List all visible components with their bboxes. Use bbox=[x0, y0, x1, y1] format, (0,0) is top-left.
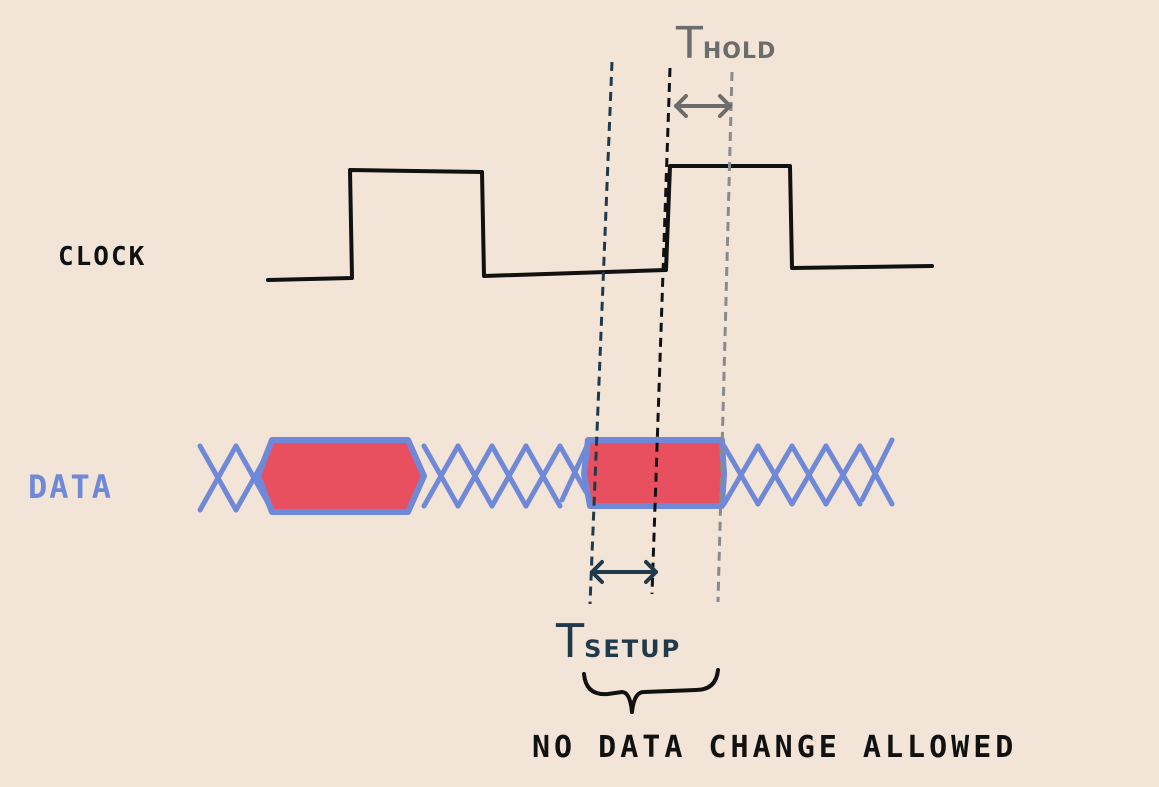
hold-end-guide bbox=[716, 71, 734, 603]
clock-label: CLOCK bbox=[58, 242, 147, 272]
hold-time-symbol: T bbox=[676, 18, 703, 69]
hold-time-subscript: HOLD bbox=[702, 39, 777, 64]
setup-start-guide bbox=[588, 61, 614, 605]
hold-time-label: THOLD bbox=[676, 18, 776, 69]
hold-arrow bbox=[674, 94, 732, 118]
setup-time-label: TSETUP bbox=[556, 614, 681, 668]
no-change-caption: NO DATA CHANGE ALLOWED bbox=[532, 730, 1018, 765]
setup-time-symbol: T bbox=[556, 614, 585, 668]
data-valid-window-1 bbox=[255, 437, 427, 515]
clock-waveform bbox=[266, 164, 934, 282]
data-cross-right bbox=[721, 437, 895, 507]
setup-arrow bbox=[590, 560, 658, 584]
clock-edge-guide bbox=[650, 67, 672, 595]
window-brace bbox=[582, 668, 720, 714]
data-label: DATA bbox=[28, 468, 114, 506]
data-cross-middle bbox=[421, 443, 589, 509]
setup-time-subscript: SETUP bbox=[584, 635, 682, 663]
